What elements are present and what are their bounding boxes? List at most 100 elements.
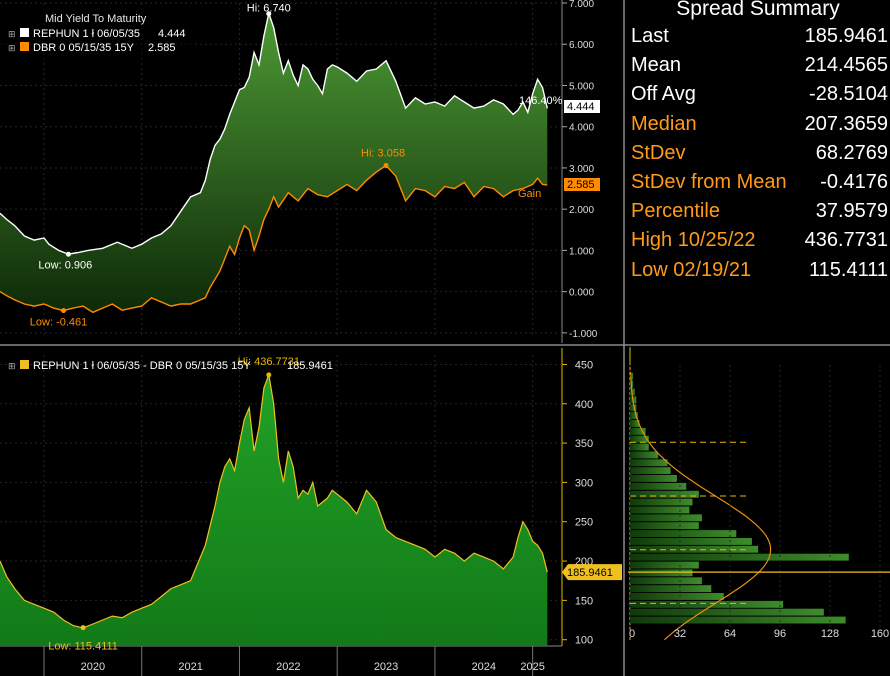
legend-value-rephun: 4.444 — [158, 28, 186, 40]
histogram-bar — [630, 553, 849, 561]
spread-area — [0, 374, 548, 646]
summary-row: High 10/25/22 436.7731 — [631, 229, 888, 258]
legend-entry-dbr[interactable]: ⊞ DBR 0 05/15/35 15Y 2.585 — [8, 42, 176, 54]
x-tick-label: 2025 — [520, 661, 544, 673]
series-line-spread — [0, 372, 548, 629]
y-tick-label: 150 — [575, 595, 593, 607]
legend-swatch-dbr — [20, 42, 29, 51]
y-tick-label: -1.000 — [569, 329, 598, 340]
y-tick-label: 6.000 — [569, 40, 594, 51]
histogram-x-ticks: 0 32 64 96 128 160 — [629, 365, 889, 640]
legend-value-dbr: 2.585 — [148, 42, 176, 54]
legend-entry-spread[interactable]: ⊞ REPHUN 1 ł 06/05/35 - DBR 0 05/15/35 1… — [8, 360, 333, 372]
histogram-x-tick-label: 64 — [724, 628, 736, 640]
x-tick-label: 2024 — [472, 661, 496, 673]
histogram-bar — [630, 585, 712, 593]
histogram-bar — [630, 538, 752, 545]
last-tag-dbr: 2.585 — [564, 178, 600, 191]
histogram-bar — [630, 435, 649, 443]
histogram-bar — [630, 600, 784, 608]
legend-top-bg — [0, 8, 192, 60]
spread-summary-panel: Spread Summary Last 185.9461 Mean 214.4565 O… — [626, 0, 890, 340]
summary-value: 115.4111 — [809, 258, 888, 281]
annotation-label: Low: -0.461 — [30, 317, 87, 329]
annotation-label: Gain — [518, 188, 541, 200]
y-tick-label: 2.000 — [569, 205, 594, 216]
annotation-label: Low: 0.906 — [38, 259, 92, 271]
last-tag-rephun-text: 4.444 — [567, 101, 595, 113]
histogram-bar — [630, 482, 687, 490]
normal-curve — [630, 372, 772, 641]
summary-label: Median — [631, 112, 697, 135]
x-tick-label: 2022 — [276, 661, 300, 673]
last-tag-dbr-text: 2.585 — [567, 179, 595, 191]
annotation-marker — [266, 11, 272, 17]
histogram-bar — [630, 569, 693, 577]
histogram-bar — [630, 443, 649, 451]
y-tick-label: 1.000 — [569, 246, 594, 257]
y-tick-label: 100 — [575, 635, 593, 647]
histogram-bar — [630, 490, 699, 498]
y-tick-label: 0.000 — [569, 288, 594, 299]
histogram-bar — [630, 561, 699, 569]
histogram-bar — [630, 475, 677, 482]
histogram-bar — [630, 372, 634, 380]
summary-value: 214.4565 — [804, 54, 888, 77]
histogram-bar — [630, 467, 671, 475]
histogram-x-tick-label: 0 — [629, 628, 635, 640]
summary-value: 436.7731 — [804, 229, 888, 252]
summary-value: 207.3659 — [804, 112, 888, 135]
histogram-bar — [630, 451, 659, 459]
last-tag-spread-text: 185.9461 — [567, 567, 613, 579]
legend-label-rephun: REPHUN 1 ł 06/05/35 — [33, 28, 140, 40]
series-line-rephun — [0, 10, 548, 255]
legend-expand-icon[interactable]: ⊞ — [8, 361, 16, 371]
y-tick-label: 4.000 — [569, 123, 594, 134]
histogram — [629, 347, 849, 641]
histogram-x-tick-label: 160 — [871, 628, 889, 640]
summary-label: High 10/25/22 — [631, 229, 756, 252]
x-tick-label: 2023 — [374, 661, 398, 673]
legend-expand-icon[interactable]: ⊞ — [8, 29, 16, 39]
histogram-bar — [630, 459, 668, 467]
legend-swatch-rephun — [20, 28, 29, 37]
histogram-bar — [630, 420, 640, 427]
summary-row: Median 207.3659 — [631, 113, 888, 142]
last-tag-rephun: 4.444 — [564, 100, 600, 113]
y-axis-top-ticks: 7.000 6.000 5.000 4.000 3.000 2.000 1.000 0.000… — [562, 0, 598, 340]
summary-row: Mean 214.4565 — [631, 54, 888, 83]
histogram-x-tick-label: 96 — [774, 628, 786, 640]
legend-expand-icon[interactable]: ⊞ — [8, 43, 16, 53]
annotation-label: Low: 115.4111 — [48, 641, 118, 653]
summary-value: 68.2769 — [815, 141, 888, 164]
summary-row: StDev 68.2769 — [631, 142, 888, 171]
summary-label: StDev from Mean — [631, 171, 787, 193]
summary-label: Percentile — [631, 200, 720, 223]
annotation-marker — [65, 251, 71, 257]
y-tick-label: 350 — [575, 438, 593, 450]
histogram-bar — [630, 506, 690, 514]
histogram-bar — [630, 404, 637, 412]
legend-value-spread: 185.9461 — [287, 360, 333, 372]
histogram-bar — [630, 608, 824, 616]
yield-gap-area — [0, 13, 548, 313]
summary-label: Low 02/19/21 — [631, 258, 752, 281]
summary-label: Off Avg — [631, 83, 696, 106]
annotation-marker — [266, 372, 272, 378]
summary-value: -28.5104 — [809, 83, 888, 106]
summary-title: Spread Summary — [676, 0, 840, 20]
y-tick-label: 250 — [575, 517, 593, 529]
legend-label-dbr: DBR 0 05/15/35 15Y — [33, 42, 135, 54]
annotation-label: Hi: 6.740 — [247, 3, 291, 15]
histogram-bar — [630, 514, 702, 522]
series-line-dbr — [0, 164, 548, 314]
annotation-label: Hi: 436.7731 — [238, 356, 300, 368]
histogram-bar — [630, 616, 846, 624]
summary-row: Low 02/19/21 115.4111 — [631, 259, 888, 288]
summary-row: Last 185.9461 — [631, 25, 888, 54]
summary-value: 185.9461 — [804, 25, 888, 47]
x-axis-ticks: 2020 2021 2022 2023 2024 2025 — [43, 646, 545, 676]
legend-entry-rephun[interactable]: ⊞ REPHUN 1 ł 06/05/35 4.444 — [8, 28, 186, 40]
histogram-bar — [630, 593, 724, 600]
